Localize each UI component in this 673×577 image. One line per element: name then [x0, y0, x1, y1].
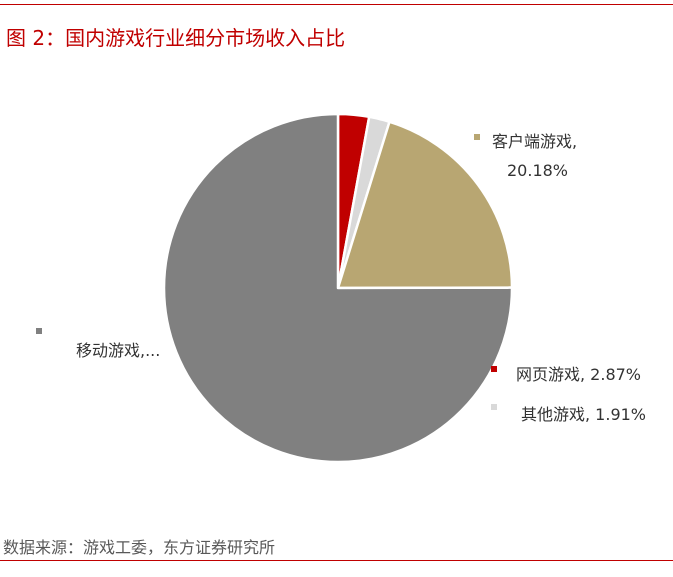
pie-slice-2 [336, 120, 514, 290]
top-rule [0, 4, 673, 5]
bottom-rule [0, 560, 673, 561]
pie-slice-3 [162, 112, 514, 464]
legend-marker-other [491, 404, 497, 410]
pie-slices [162, 112, 514, 464]
chart-title: 图 2：国内游戏行业细分市场收入占比 [6, 26, 346, 50]
legend-marker-mobile [36, 328, 42, 334]
legend-marker-client [474, 134, 480, 140]
slice-label-web: 网页游戏, 2.87% [516, 365, 641, 384]
legend-marker-web [491, 366, 497, 372]
slice-label-other: 其他游戏, 1.91% [521, 405, 646, 424]
data-source-note: 数据来源：游戏工委，东方证券研究所 [3, 538, 276, 557]
slice-label-client-line1: 客户端游戏, [492, 132, 577, 151]
slice-label-client-line2: 20.18% [507, 161, 568, 180]
slice-label-mobile: 移动游戏,... [76, 341, 160, 360]
